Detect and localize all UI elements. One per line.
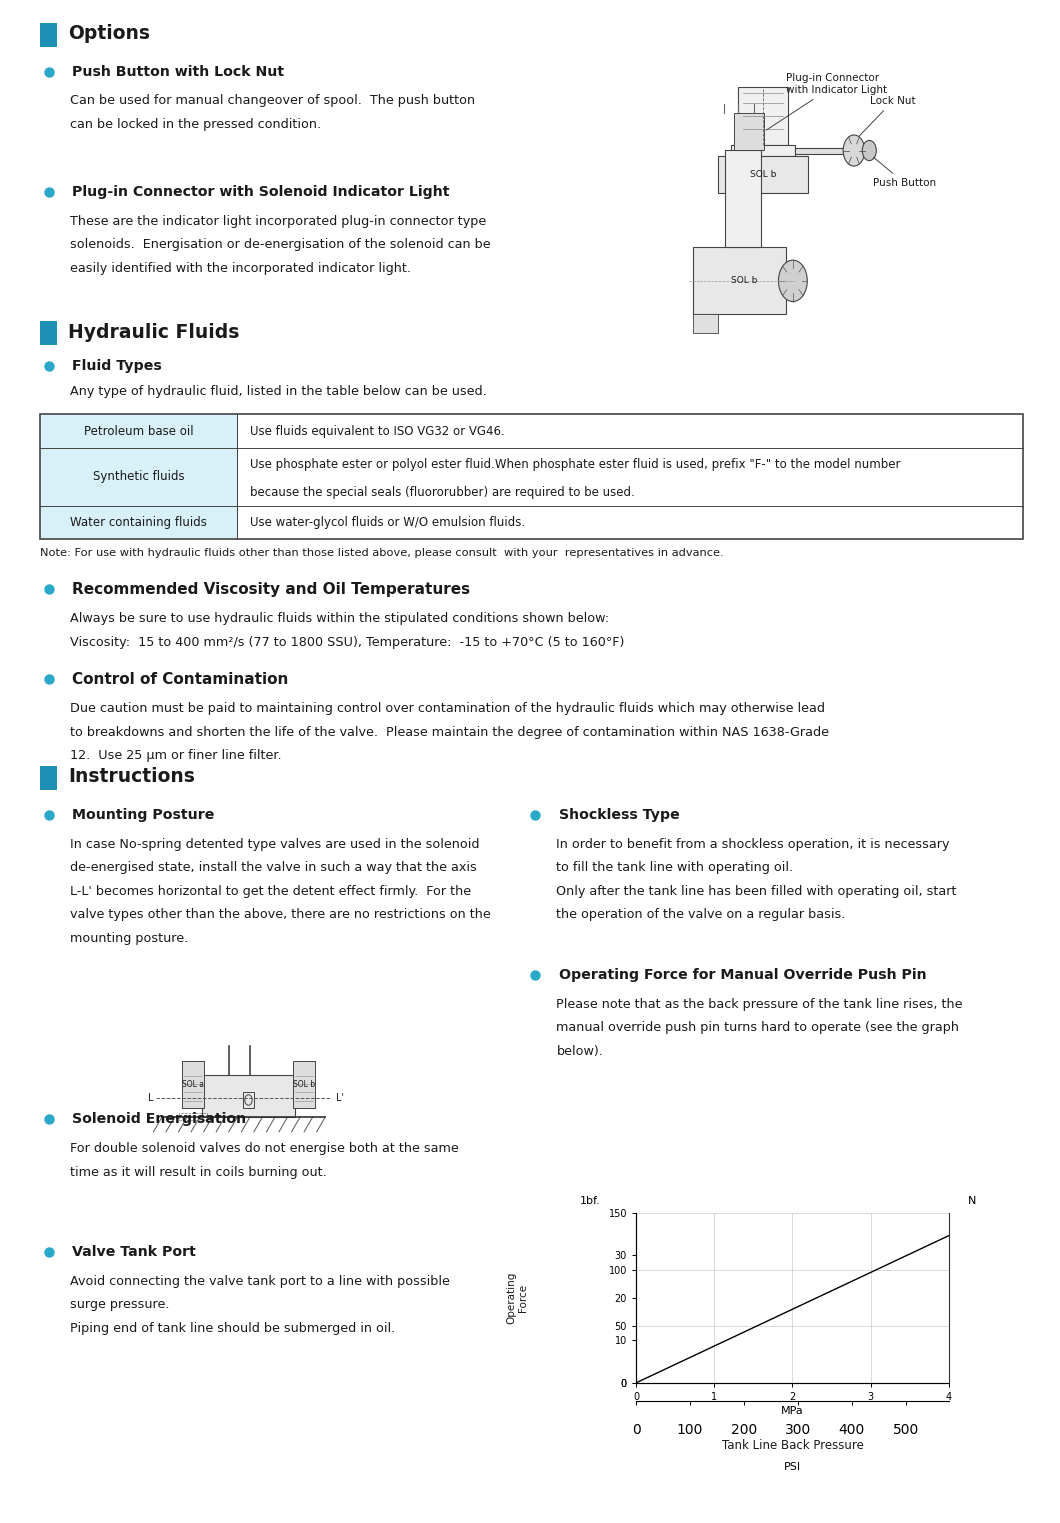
Text: SOL b: SOL b — [293, 1080, 315, 1089]
Text: manual override push pin turns hard to operate (see the graph: manual override push pin turns hard to o… — [556, 1022, 959, 1034]
Text: Always be sure to use hydraulic fluids within the stipulated conditions shown be: Always be sure to use hydraulic fluids w… — [70, 612, 609, 626]
Text: Piping end of tank line should be submerged in oil.: Piping end of tank line should be submer… — [70, 1322, 395, 1336]
Text: In case No-spring detented type valves are used in the solenoid: In case No-spring detented type valves a… — [70, 838, 479, 851]
Bar — [40, 766, 57, 790]
Text: Viscosity:  15 to 400 mm²/s (77 to 1800 SSU), Temperature:  -15 to +70°C (5 to 1: Viscosity: 15 to 400 mm²/s (77 to 1800 S… — [70, 637, 624, 649]
Text: Push Button: Push Button — [872, 157, 936, 187]
Text: These are the indicator light incorporated plug-in connector type: These are the indicator light incorporat… — [70, 215, 487, 228]
Bar — [739, 87, 788, 146]
X-axis label: PSI: PSI — [784, 1462, 801, 1473]
Text: L-L' becomes horizontal to get the detent effect firmly.  For the: L-L' becomes horizontal to get the deten… — [70, 885, 471, 899]
Bar — [40, 321, 57, 346]
Text: N: N — [968, 1196, 976, 1206]
Text: mounting posture.: mounting posture. — [70, 932, 189, 946]
Text: Water containing fluids: Water containing fluids — [70, 516, 207, 528]
Text: Avoid connecting the valve tank port to a line with possible: Avoid connecting the valve tank port to … — [70, 1275, 449, 1288]
Circle shape — [862, 140, 877, 160]
Text: Hydraulic Fluids: Hydraulic Fluids — [68, 323, 240, 341]
Bar — [731, 146, 795, 155]
Text: SOL a: SOL a — [182, 1080, 204, 1089]
Bar — [718, 155, 809, 193]
Text: to fill the tank line with operating oil.: to fill the tank line with operating oil… — [556, 862, 794, 874]
Text: Plug-in Connector with Solenoid Indicator Light: Plug-in Connector with Solenoid Indicato… — [72, 184, 449, 200]
Text: L: L — [147, 1094, 154, 1103]
Text: Tank Line Back Pressure: Tank Line Back Pressure — [722, 1439, 864, 1453]
Text: Please note that as the back pressure of the tank line rises, the: Please note that as the back pressure of… — [556, 998, 962, 1011]
Bar — [693, 247, 787, 314]
Text: Use phosphate ester or polyol ester fluid.When phosphate ester fluid is used, pr: Use phosphate ester or polyol ester flui… — [249, 458, 900, 472]
Circle shape — [843, 136, 865, 166]
Text: For double solenoid valves do not energise both at the same: For double solenoid valves do not energi… — [70, 1142, 459, 1156]
Text: time as it will result in coils burning out.: time as it will result in coils burning … — [70, 1167, 326, 1179]
Text: 12.  Use 25 μm or finer line filter.: 12. Use 25 μm or finer line filter. — [70, 749, 282, 763]
Text: the operation of the valve on a regular basis.: the operation of the valve on a regular … — [556, 908, 846, 921]
Text: 1bf.: 1bf. — [580, 1196, 601, 1206]
Text: Solenoid Energisation: Solenoid Energisation — [72, 1112, 246, 1127]
Text: solenoids.  Energisation or de-energisation of the solenoid can be: solenoids. Energisation or de-energisati… — [70, 239, 491, 251]
Text: to breakdowns and shorten the life of the valve.  Please maintain the degree of : to breakdowns and shorten the life of th… — [70, 726, 829, 739]
Text: Petroleum base oil: Petroleum base oil — [84, 425, 193, 437]
Bar — [243, 1092, 253, 1107]
Text: Instructions: Instructions — [68, 768, 195, 786]
Text: Options: Options — [68, 24, 149, 43]
Bar — [795, 148, 845, 154]
Text: easily identified with the incorporated indicator light.: easily identified with the incorporated … — [70, 262, 411, 276]
Text: Push Button with Lock Nut: Push Button with Lock Nut — [72, 64, 284, 79]
Text: de-energised state, install the valve in such a way that the axis: de-energised state, install the valve in… — [70, 862, 477, 874]
Bar — [693, 314, 719, 332]
Bar — [201, 1075, 295, 1116]
Text: valve types other than the above, there are no restrictions on the: valve types other than the above, there … — [70, 908, 491, 921]
Bar — [40, 414, 236, 448]
Text: SOL b: SOL b — [750, 171, 776, 180]
Text: Valve Tank Port: Valve Tank Port — [72, 1244, 196, 1260]
Bar — [725, 149, 761, 247]
Text: Only after the tank line has been filled with operating oil, start: Only after the tank line has been filled… — [556, 885, 957, 899]
Text: Mounting Posture: Mounting Posture — [72, 807, 214, 822]
Text: Operating
Force: Operating Force — [507, 1272, 528, 1323]
Text: Any type of hydraulic fluid, listed in the table below can be used.: Any type of hydraulic fluid, listed in t… — [70, 385, 487, 399]
Bar — [179, 1113, 207, 1119]
Text: Fluid Types: Fluid Types — [72, 358, 162, 373]
Bar — [40, 23, 57, 47]
Text: Recommended Viscosity and Oil Temperatures: Recommended Viscosity and Oil Temperatur… — [72, 582, 471, 597]
Text: surge pressure.: surge pressure. — [70, 1298, 170, 1311]
Text: Shockless Type: Shockless Type — [559, 807, 679, 822]
Text: Due caution must be paid to maintaining control over contamination of the hydrau: Due caution must be paid to maintaining … — [70, 702, 825, 716]
Bar — [182, 1062, 204, 1107]
Text: Lock Nut: Lock Nut — [860, 96, 916, 136]
Text: Use water-glycol fluids or W/O emulsion fluids.: Use water-glycol fluids or W/O emulsion … — [249, 516, 525, 530]
Text: Plug-in Connector
with Indicator Light: Plug-in Connector with Indicator Light — [766, 73, 887, 129]
Text: SOL b: SOL b — [731, 276, 757, 285]
Bar — [236, 448, 1023, 506]
Text: can be locked in the pressed condition.: can be locked in the pressed condition. — [70, 119, 321, 131]
Text: L': L' — [336, 1094, 344, 1103]
Text: Control of Contamination: Control of Contamination — [72, 672, 288, 687]
Bar — [735, 113, 764, 149]
Text: because the special seals (fluororubber) are required to be used.: because the special seals (fluororubber)… — [249, 486, 634, 500]
Text: In order to benefit from a shockless operation, it is necessary: In order to benefit from a shockless ope… — [556, 838, 950, 851]
X-axis label: MPa: MPa — [781, 1406, 803, 1416]
Text: Note: For use with hydraulic fluids other than those listed above, please consul: Note: For use with hydraulic fluids othe… — [40, 548, 724, 559]
Bar — [293, 1062, 315, 1107]
Bar — [236, 506, 1023, 539]
Text: below).: below). — [556, 1045, 603, 1058]
Text: Use fluids equivalent to ISO VG32 or VG46.: Use fluids equivalent to ISO VG32 or VG4… — [249, 425, 505, 439]
Bar — [40, 414, 1023, 539]
Bar — [40, 448, 236, 506]
Text: Operating Force for Manual Override Push Pin: Operating Force for Manual Override Push… — [559, 967, 926, 982]
Bar — [40, 506, 236, 539]
Bar — [236, 414, 1023, 448]
Text: Synthetic fluids: Synthetic fluids — [92, 471, 184, 483]
Circle shape — [778, 260, 808, 302]
Text: Can be used for manual changeover of spool.  The push button: Can be used for manual changeover of spo… — [70, 94, 475, 108]
